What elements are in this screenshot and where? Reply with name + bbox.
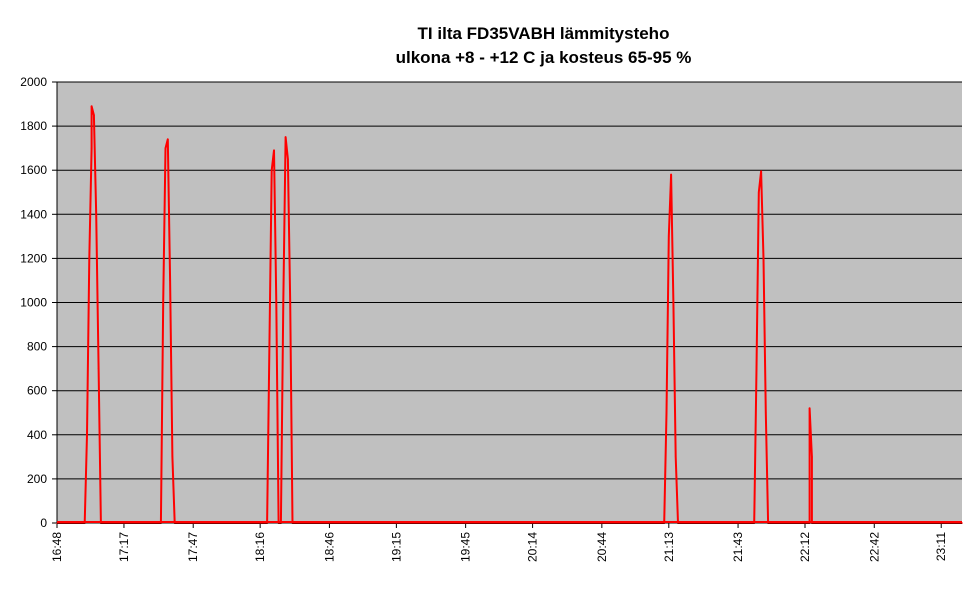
data-point [289,301,292,304]
data-point [88,257,91,260]
y-tick-label: 1000 [20,296,47,310]
data-point [668,235,670,238]
x-tick-label: 22:42 [867,532,881,562]
x-tick-label: 16:48 [50,532,64,562]
y-tick-label: 1600 [20,163,47,177]
data-point [755,367,758,370]
data-point [162,301,164,304]
y-tick-label: 1800 [20,119,47,133]
data-point [808,407,811,410]
y-tick-label: 0 [40,516,47,530]
y-tick-label: 600 [27,384,47,398]
x-axis-ticks: 16:48 17:17 17:47 18:16 18:46 19:15 19:45 20:14… [50,523,948,562]
data-point [90,105,93,108]
data-point [672,301,675,304]
data-point [765,412,767,414]
data-point [287,158,289,160]
data-point [90,147,93,149]
data-point [164,147,167,149]
x-tick-label: 18:16 [253,532,267,562]
axes [56,82,962,524]
x-tick-label: 22:12 [798,532,812,562]
chart-subtitle: ulkona +8 - +12 C ja kosteus 65-95 % [395,48,692,67]
y-tick-label: 2000 [20,75,47,89]
data-point [665,412,668,414]
gridlines [57,81,962,480]
x-tick-label: 19:45 [459,532,473,562]
y-tick-label: 400 [27,428,47,442]
y-tick-label: 1200 [20,251,47,265]
x-tick-label: 21:43 [731,532,745,562]
data-point [93,114,95,116]
data-point [670,173,672,176]
data-point [284,136,287,138]
data-point [97,367,100,370]
data-point [167,138,169,141]
data-point [811,456,813,458]
data-point [169,279,171,282]
x-tick-label: 18:46 [322,532,336,562]
data-point [674,456,677,458]
data-point [171,456,174,458]
data-point [270,169,273,171]
zero-level-line [57,521,962,523]
data-point [275,301,278,304]
data-point [95,213,97,216]
x-tick-label: 17:47 [186,532,200,562]
x-tick-label: 21:13 [662,532,676,562]
chart-title-block: TI ilta FD35VABH lämmitysteho ulkona +8 … [0,22,977,70]
data-point [86,434,88,436]
data-point [268,345,271,348]
x-tick-label: 23:11 [934,532,948,561]
data-point [758,191,760,194]
data-point [282,301,285,304]
data-point [762,257,765,260]
x-tick-label: 19:15 [389,532,403,562]
data-point [273,149,275,152]
chart-title: TI ilta FD35VABH lämmitysteho [417,24,670,43]
y-axis-ticks: 0 200 400 600 800 1000 1200 1400 1600 1800 2000 [20,75,57,530]
x-tick-label: 20:44 [595,532,609,562]
x-tick-label: 17:17 [117,532,131,562]
y-tick-label: 800 [27,340,47,354]
x-tick-label: 20:14 [526,532,540,562]
y-tick-label: 200 [27,472,47,486]
y-tick-label: 1400 [20,207,47,221]
data-point [760,170,762,173]
